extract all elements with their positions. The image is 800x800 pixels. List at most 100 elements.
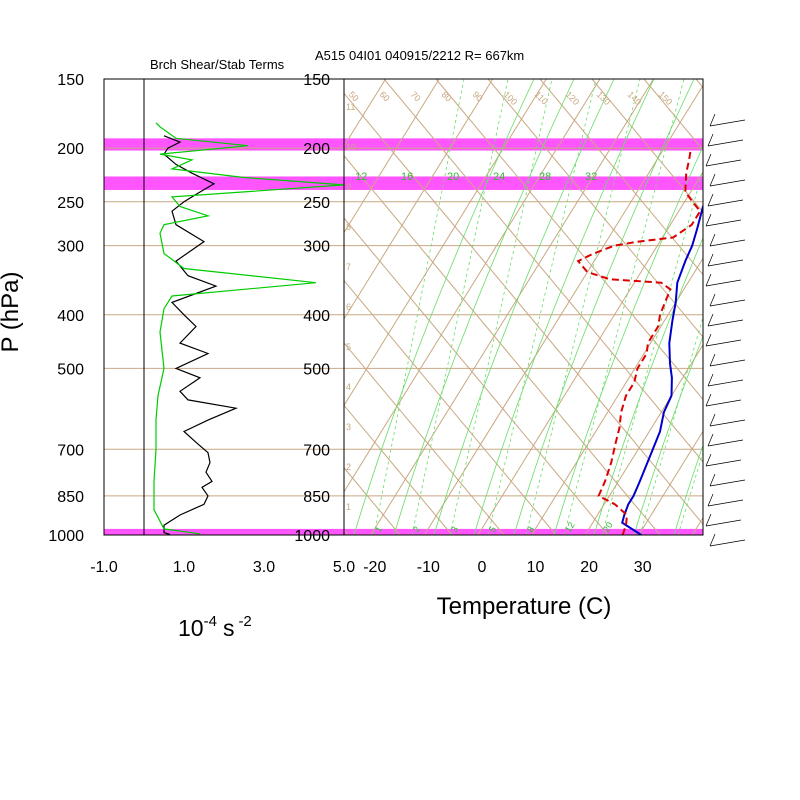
moist-adiabat-line <box>673 443 703 535</box>
mixing-ratio-line <box>677 451 703 535</box>
wind-barb-shaft <box>707 139 744 147</box>
mixing-ratio-bottom-label: 2 <box>411 525 422 534</box>
y-tick-label-left: 500 <box>57 361 84 378</box>
isotherm-line <box>423 84 703 535</box>
wind-barb-shaft <box>709 299 746 307</box>
right-x-tick-label: -10 <box>417 559 440 576</box>
panel-frames <box>103 78 704 536</box>
height-label: 9 <box>346 182 351 192</box>
wind-barb-shaft <box>707 199 744 207</box>
mixing-ratio-label: 28 <box>539 171 551 183</box>
dry-adiabat-label: 70 <box>409 89 423 103</box>
y-axis-label: P (hPa) <box>0 272 24 353</box>
y-tick-label-left: 300 <box>57 239 84 256</box>
wind-barb-flag <box>707 313 714 327</box>
wind-barb-shaft <box>707 379 744 387</box>
mixing-ratio-line <box>601 167 703 535</box>
wind-barb-flag <box>707 193 714 207</box>
moist-adiabat-line <box>553 145 703 535</box>
wind-barb-flag <box>707 493 714 507</box>
shear-term-line <box>163 135 239 536</box>
right-x-tick-label: -20 <box>363 559 386 576</box>
mixing-ratio-line <box>639 315 703 535</box>
mixing-ratio-bottom-label: 5 <box>487 525 498 534</box>
wind-barb-shaft <box>709 419 746 427</box>
y-tick-label-left: 850 <box>57 489 84 506</box>
left-x-tick-label: -1.0 <box>90 559 118 576</box>
wind-barb-flag <box>709 293 716 307</box>
mixing-ratio-bottom-label: 20 <box>601 520 615 534</box>
dry-adiabat-label: 120 <box>564 89 582 107</box>
left-x-tick-label: 3.0 <box>253 559 275 576</box>
dry-adiabat-line <box>695 79 703 89</box>
unit-exponent: -4 <box>204 613 217 630</box>
y-tick-label-right: 400 <box>303 308 330 325</box>
wind-barb-flag <box>705 213 712 227</box>
isotherm-line <box>344 79 440 234</box>
dry-adiabat-label: 90 <box>471 89 485 103</box>
height-label: 11 <box>346 102 355 112</box>
chart-header: A515 04I01 040915/2212 R= 667km <box>315 48 524 63</box>
wind-barb-flag <box>709 113 716 127</box>
moist-adiabat-line <box>433 79 615 535</box>
height-label: 8 <box>346 222 351 232</box>
wind-barb-flag <box>705 393 712 407</box>
wind-barb-shaft <box>705 459 742 467</box>
left-panel-title: Brch Shear/Stab Terms <box>150 57 285 72</box>
y-tick-label-right: 700 <box>303 442 330 459</box>
wind-barb-flag <box>707 253 714 267</box>
y-tick-label-left: 700 <box>57 442 84 459</box>
right-x-tick-label: 30 <box>634 559 652 576</box>
y-tick-label-right: 500 <box>303 361 330 378</box>
y-tick-label-right: 1000 <box>294 528 330 545</box>
wind-barb-flag <box>705 273 712 287</box>
wind-barb-shaft <box>709 179 746 187</box>
wind-barb-flag <box>705 333 712 347</box>
dry-adiabat-line <box>344 404 453 535</box>
y-tick-label-left: 250 <box>57 195 84 212</box>
moist-adiabat-line <box>714 79 800 535</box>
mixing-ratio-line <box>563 79 685 535</box>
wind-barb-shaft <box>709 119 746 127</box>
wind-barb-flag <box>705 153 712 167</box>
x-axis-label-temperature: Temperature (C) <box>437 593 612 620</box>
highlight-band <box>104 528 703 535</box>
wind-barbs <box>705 113 746 547</box>
wind-barb-shaft <box>709 539 746 547</box>
mixing-ratio-line <box>525 79 641 535</box>
wind-barb-shaft <box>705 399 742 407</box>
dry-adiabat-label: 100 <box>502 89 520 107</box>
wind-barb-shaft <box>709 359 746 367</box>
isotherm-line <box>344 79 494 320</box>
left-panel-series <box>153 122 345 536</box>
dry-adiabat-label: 150 <box>657 89 675 107</box>
dry-adiabat-label: 130 <box>595 89 613 107</box>
height-label: 4 <box>346 382 351 392</box>
wind-barb-shaft <box>707 439 744 447</box>
left-x-tick-label: 1.0 <box>173 559 195 576</box>
left-x-tick-label: 5.0 <box>333 559 355 576</box>
wind-barb-shaft <box>705 519 742 527</box>
dry-adiabat-line <box>344 342 505 535</box>
dry-adiabat-line <box>487 79 703 338</box>
wind-barb-shaft <box>705 159 742 167</box>
dry-adiabat-label: 60 <box>378 89 392 103</box>
wind-barb-shaft <box>707 319 744 327</box>
wind-barb-flag <box>707 133 714 147</box>
y-tick-label-left: 200 <box>57 141 84 158</box>
isotherm-line <box>584 343 703 535</box>
dry-adiabat-line <box>748 79 800 535</box>
mixing-ratio-line <box>487 79 597 535</box>
wind-barb-flag <box>709 473 716 487</box>
mixing-ratio-bottom-label: 12 <box>563 520 577 534</box>
height-label: 6 <box>346 302 351 312</box>
wind-barb-flag <box>709 353 716 367</box>
y-tick-label-left: 150 <box>57 72 84 89</box>
right-panel-frame <box>343 78 704 536</box>
dry-adiabat-line <box>344 155 661 535</box>
wind-barb-flag <box>707 373 714 387</box>
wind-barb-shaft <box>705 279 742 287</box>
